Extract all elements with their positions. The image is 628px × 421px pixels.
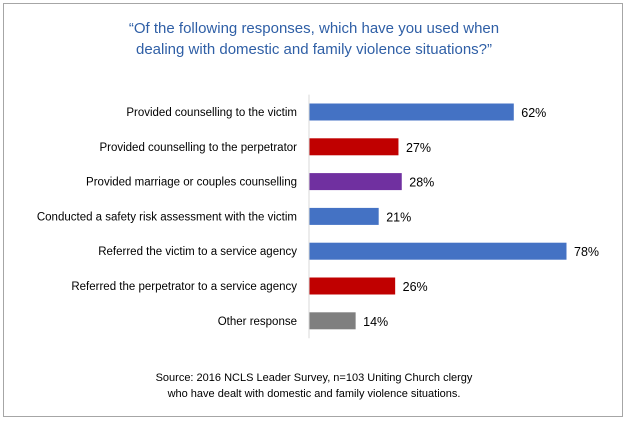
category-label: Provided marriage or couples counselling <box>86 177 297 189</box>
category-label: Conducted a safety risk assessment with … <box>37 211 297 223</box>
bar <box>309 173 402 191</box>
bar <box>309 207 379 225</box>
bar <box>309 103 514 121</box>
category-label: Provided counselling to the victim <box>126 107 297 119</box>
category-label: Other response <box>218 316 297 328</box>
source-note: Source: 2016 NCLS Leader Survey, n=103 U… <box>0 370 628 402</box>
category-label: Referred the perpetrator to a service ag… <box>71 281 297 293</box>
source-note-line-1: Source: 2016 NCLS Leader Survey, n=103 U… <box>155 372 473 384</box>
value-label: 21% <box>386 210 411 224</box>
category-label: Provided counselling to the perpetrator <box>99 142 297 154</box>
value-label: 27% <box>406 141 431 155</box>
value-label: 78% <box>574 245 599 259</box>
source-note-line-2: who have dealt with domestic and family … <box>167 388 461 400</box>
bar <box>309 138 399 156</box>
value-label: 28% <box>409 176 434 190</box>
chart-title: “Of the following responses, which have … <box>0 18 628 60</box>
chart-title-line-1: “Of the following responses, which have … <box>128 20 500 37</box>
value-label: 14% <box>363 315 388 329</box>
bar <box>309 277 396 295</box>
bar <box>309 242 567 260</box>
bar <box>309 312 356 330</box>
value-label: 62% <box>521 106 546 120</box>
value-label: 26% <box>403 280 428 294</box>
category-label: Referred the victim to a service agency <box>98 246 297 258</box>
chart-title-line-2: dealing with domestic and family violenc… <box>135 41 492 58</box>
